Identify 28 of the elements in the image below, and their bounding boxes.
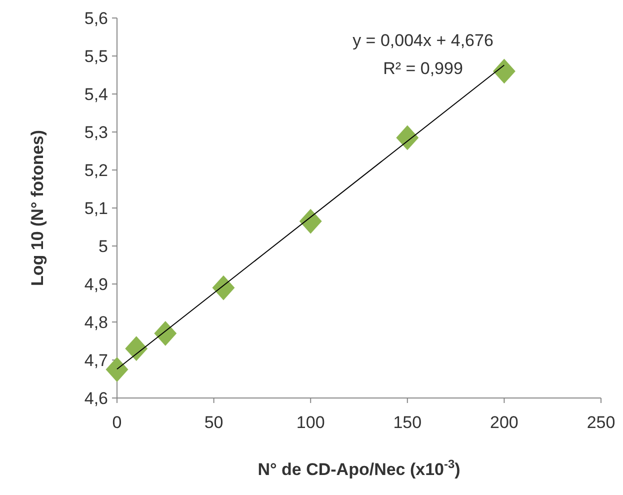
- x-tick-label: 50: [204, 413, 224, 432]
- x-tick-label: 100: [296, 413, 325, 432]
- point: [299, 208, 322, 234]
- point: [154, 320, 177, 346]
- x-tick-label: 0: [112, 413, 122, 432]
- y-tick-label: 4,8: [84, 312, 108, 332]
- y-tick-label: 5,3: [84, 122, 108, 142]
- y-tick-label: 5,4: [84, 84, 108, 104]
- y-tick-label: 4,9: [84, 274, 108, 294]
- y-tick-label: 5,6: [84, 8, 108, 28]
- point: [212, 275, 235, 300]
- x-axis-title: N° de CD-Apo/Nec (x10$^{-3}$): [258, 457, 460, 479]
- y-tick-label: 5,1: [84, 198, 108, 218]
- point: [492, 58, 516, 84]
- y-tick-label: 4,7: [84, 350, 108, 370]
- x-tick-label: 200: [490, 413, 518, 432]
- point: [396, 125, 419, 150]
- annotation: y = 0,004x + 4,676: [352, 31, 494, 50]
- y-tick-label: 5,5: [84, 46, 108, 66]
- x-tick-label: 250: [586, 413, 616, 432]
- y-tick-label: 4,6: [84, 388, 108, 408]
- annotation: R² = 0,999: [383, 59, 463, 78]
- point: [125, 336, 148, 362]
- x-tick-label: 150: [393, 413, 422, 432]
- y-tick-label: 5,2: [84, 160, 108, 180]
- y-axis-title: Log 10 (N° fotones): [28, 130, 47, 286]
- y-tick-label: 5: [98, 236, 108, 256]
- point: [106, 357, 128, 382]
